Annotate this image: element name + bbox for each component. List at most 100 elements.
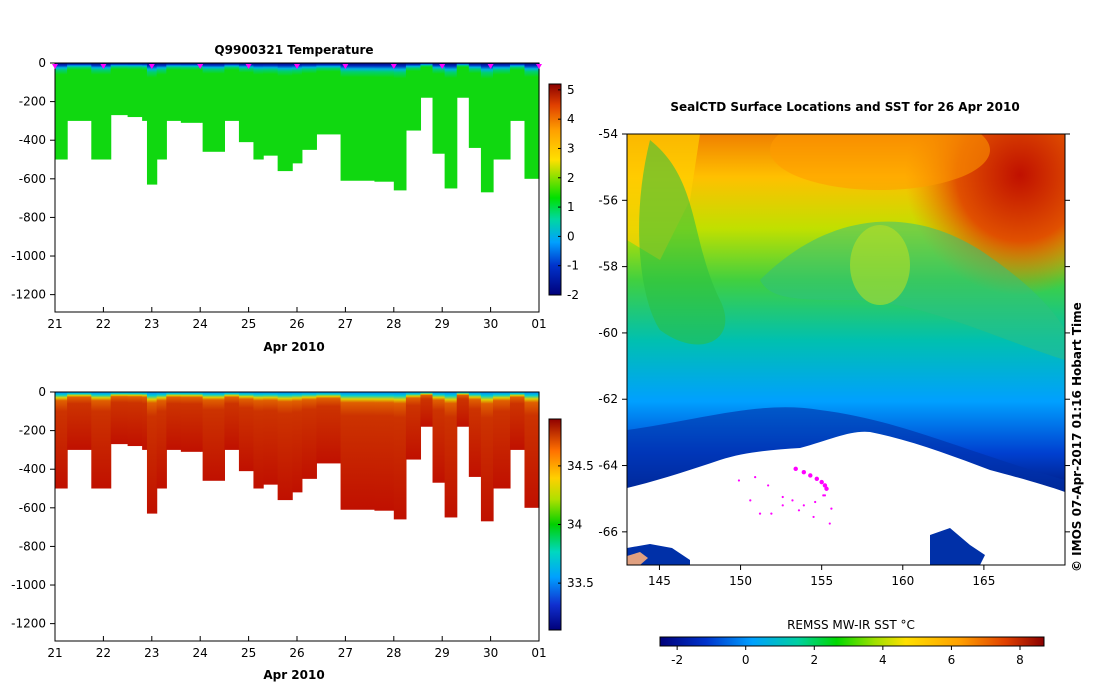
y-tick-label: -600 <box>19 501 46 515</box>
longitude-tick-label: 165 <box>972 574 995 588</box>
surface-position-marker <box>100 64 107 69</box>
salinity-profile-column <box>67 392 92 450</box>
seal-surface-location <box>802 504 805 507</box>
sst-map-frame <box>626 133 1066 566</box>
x-tick-label: 01 <box>531 646 546 660</box>
temperature-profile-column <box>127 63 143 118</box>
latitude-tick-label: -58 <box>598 260 618 274</box>
salinity-profile-column <box>253 392 264 489</box>
seal-surface-location <box>793 466 798 472</box>
seal-surface-location <box>737 479 741 482</box>
salinity-section-axes: 0 -200 -400 -600 -800 -1000 -1200 21 22 23 24 25 26 2… <box>11 385 547 660</box>
colorbar-tick-label: 3 <box>567 141 575 155</box>
sst-map-title: SealCTD Surface Locations and SST for 26… <box>670 100 1019 114</box>
seal-surface-location <box>791 499 794 502</box>
salinity-profile-column <box>200 392 204 452</box>
x-tick-label: 24 <box>193 317 208 331</box>
sst-map-axes: -54 -56 -58 -60 -62 -64 -66 145 150 155 160 165 <box>598 127 1070 588</box>
temperature-profile-column <box>456 63 470 98</box>
seal-surface-location <box>823 494 827 497</box>
salinity-profile-column <box>524 392 540 508</box>
salinity-profile-column <box>146 392 158 514</box>
seal-surface-location <box>822 483 828 488</box>
sst-eddy <box>850 225 910 305</box>
temperature-profile-column <box>393 63 407 191</box>
temperature-profile-column <box>238 63 255 143</box>
temperature-section-axes: 0 -200 -400 -600 -800 -1000 -1200 21 22 23 24 25 26 2… <box>11 56 547 331</box>
seal-surface-location <box>812 515 815 519</box>
y-tick-label: 0 <box>38 56 46 70</box>
temperature-colorbar: -2 -1 0 1 2 3 4 5 <box>548 83 579 302</box>
temperature-profile-column <box>224 63 240 121</box>
seal-track <box>737 466 833 525</box>
y-tick-label: -400 <box>19 462 46 476</box>
temperature-profile-column <box>340 63 376 181</box>
seal-surface-location <box>797 509 801 512</box>
latitude-tick-label: -66 <box>598 525 618 539</box>
temperature-profile-column <box>405 63 422 131</box>
x-tick-label: 23 <box>144 646 159 660</box>
x-tick-label: 25 <box>241 646 256 660</box>
sst-warm-band <box>770 134 990 190</box>
temperature-profile-column <box>420 63 434 98</box>
surface-position-marker <box>439 64 446 69</box>
salinity-profile-column <box>340 392 376 510</box>
x-tick-label: 29 <box>435 317 450 331</box>
seal-surface-location <box>754 476 757 479</box>
latitude-tick-label: -64 <box>598 459 618 473</box>
colorbar-tick-label: 4 <box>567 112 575 126</box>
sst-colorbar-tick-label: 8 <box>1016 653 1024 667</box>
temperature-colorbar-ticks: -2 -1 0 1 2 3 4 5 <box>558 83 579 302</box>
seal-surface-location <box>830 507 833 510</box>
colorbar-tick-label: 34 <box>567 518 582 532</box>
sst-colorbar-ticks: -2 0 2 4 6 8 <box>671 646 1024 667</box>
temperature-profile-column <box>263 63 279 156</box>
salinity-profile-column <box>393 392 407 520</box>
surface-position-marker <box>390 64 397 69</box>
latitude-tick-label: -54 <box>598 127 618 141</box>
y-tick-label: -800 <box>19 539 46 553</box>
temperature-profile-column <box>166 63 182 121</box>
salinity-profile-column <box>292 392 303 493</box>
temperature-profile-column <box>524 63 540 179</box>
temperature-profile-column <box>301 63 317 150</box>
y-tick-label: -1200 <box>11 617 46 631</box>
surface-position-marker <box>52 64 58 69</box>
sst-colorbar-tick-label: 0 <box>742 653 750 667</box>
temperature-profile-column <box>374 63 395 182</box>
x-tick-label: 26 <box>289 317 304 331</box>
salinity-colorbar: 33.5 34 34.5 <box>548 418 594 631</box>
temperature-profile-column <box>493 63 511 160</box>
temperature-profile-column <box>146 63 158 185</box>
seal-surface-location <box>822 494 825 497</box>
temperature-profile-column <box>110 63 129 116</box>
salinity-profile-column <box>456 392 470 427</box>
salinity-profile-column <box>224 392 240 450</box>
salinity-profile-column <box>405 392 422 460</box>
salinity-profile-column <box>238 392 255 472</box>
colorbar-tick-label: 34.5 <box>567 459 594 473</box>
temperature-profile-column <box>444 63 458 189</box>
salinity-profile-column <box>374 392 395 511</box>
salinity-colorbar-ticks: 33.5 34 34.5 <box>558 459 594 590</box>
salinity-profile-column <box>263 392 279 485</box>
sst-colorbar-tick-label: 2 <box>810 653 818 667</box>
y-tick-label: 0 <box>38 385 46 399</box>
salinity-profile-column <box>316 392 342 464</box>
temperature-profile-column <box>480 63 494 193</box>
temperature-profile-column <box>432 63 446 154</box>
seal-surface-location <box>814 476 819 481</box>
temperature-section-panel: Q9900321 Temperature 0 -200 -400 -600 -800 -1… <box>11 43 579 354</box>
colorbar-tick-label: 0 <box>567 229 575 243</box>
temperature-profile-column <box>180 63 201 123</box>
x-tick-label: 26 <box>289 646 304 660</box>
temperature-section-plot <box>55 63 540 193</box>
x-tick-label: 23 <box>144 317 159 331</box>
coastal-land-speck <box>627 552 648 565</box>
longitude-tick-label: 150 <box>729 574 752 588</box>
seal-surface-location <box>819 479 824 485</box>
latitude-tick-label: -56 <box>598 193 618 207</box>
salinity-profile-column <box>509 392 526 450</box>
surface-position-marker <box>294 64 300 69</box>
